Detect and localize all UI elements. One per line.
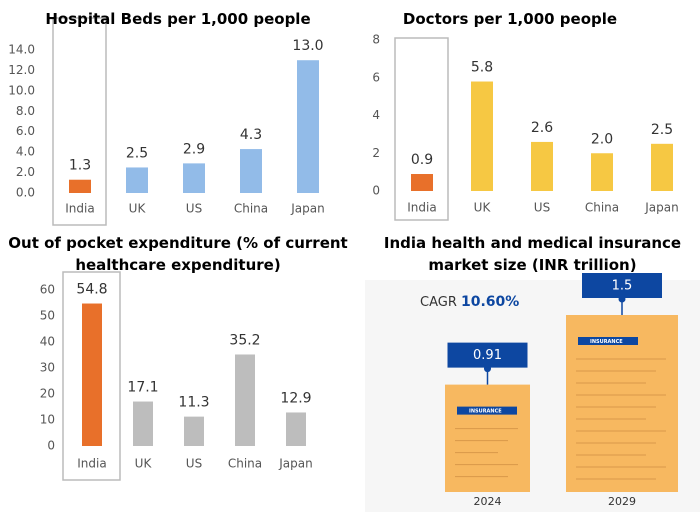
doc-tag	[457, 406, 517, 415]
x-tick-label: Japan	[278, 457, 312, 471]
x-tick-label: Japan	[644, 201, 678, 215]
y-tick-label: 10.0	[8, 83, 35, 97]
chart-title: Out of pocket expenditure (% of current …	[8, 234, 348, 274]
bar	[651, 143, 673, 191]
chart-title: India health and medical insurance marke…	[383, 234, 682, 274]
callout-box	[447, 342, 528, 368]
value-label: 4.3	[240, 127, 262, 143]
y-tick-label: 8.0	[16, 104, 35, 118]
value-label: 35.2	[229, 332, 260, 348]
x-tick-label: India	[407, 201, 436, 215]
bar	[240, 149, 262, 193]
value-label: 2.5	[651, 122, 673, 138]
bar	[235, 354, 255, 446]
highlight-box	[394, 37, 449, 221]
bar	[531, 141, 553, 191]
value-label: 11.3	[178, 395, 209, 411]
value-label: 5.8	[471, 60, 493, 76]
chart-title: Doctors per 1,000 people	[402, 10, 618, 28]
y-tick-label: 4.0	[16, 145, 35, 159]
y-tick-label: 8	[372, 33, 380, 47]
value-label: 0.91	[473, 348, 502, 363]
annotation-text: CAGR	[420, 295, 457, 310]
value-label: 12.9	[280, 390, 311, 406]
doc-label: INSURANCE	[469, 409, 502, 415]
x-tick-label: US	[534, 201, 550, 215]
bar	[591, 153, 613, 191]
x-tick-label: 2029	[608, 495, 636, 508]
bar	[286, 412, 306, 446]
value-label: 2.5	[126, 145, 148, 161]
value-label: 1.3	[69, 158, 91, 174]
bar	[411, 174, 433, 191]
y-tick-label: 0	[47, 439, 55, 453]
y-tick-label: 40	[40, 335, 55, 349]
x-tick-label: UK	[129, 202, 147, 216]
y-tick-label: 30	[40, 361, 55, 375]
annotation: CAGR 10.60%	[420, 294, 519, 310]
value-label: 17.1	[127, 380, 158, 396]
value-label: 54.8	[76, 282, 107, 298]
bar	[133, 401, 153, 446]
y-tick-label: 0	[372, 184, 380, 198]
y-tick-label: 2	[372, 146, 380, 160]
x-tick-label: 2024	[474, 495, 502, 508]
y-tick-label: 0.0	[16, 186, 35, 200]
bar	[82, 303, 102, 446]
annotation-value: 10.60%	[461, 294, 519, 310]
y-tick-label: 6	[372, 70, 380, 84]
value-label: 13.0	[292, 38, 323, 54]
callout-box	[582, 273, 662, 298]
doc-tag	[578, 337, 638, 345]
value-label: 0.9	[411, 152, 433, 168]
chart-title: Hospital Beds per 1,000 people	[45, 10, 311, 28]
doc-label: INSURANCE	[590, 339, 623, 345]
x-tick-label: US	[186, 457, 202, 471]
x-tick-label: China	[228, 457, 262, 471]
bar	[183, 163, 205, 193]
x-tick-label: India	[65, 202, 94, 216]
x-tick-label: UK	[135, 457, 153, 471]
x-tick-label: China	[234, 202, 268, 216]
x-tick-label: UK	[474, 201, 492, 215]
x-tick-label: US	[186, 202, 202, 216]
y-tick-label: 50	[40, 309, 55, 323]
bar	[297, 60, 319, 193]
y-tick-label: 2.0	[16, 165, 35, 179]
highlight-box	[52, 17, 107, 226]
bar	[471, 81, 493, 191]
bar	[69, 179, 91, 193]
x-tick-label: Japan	[290, 202, 324, 216]
y-tick-label: 20	[40, 387, 55, 401]
value-label: 1.5	[612, 279, 633, 294]
value-label: 2.6	[531, 120, 553, 136]
y-tick-label: 14.0	[8, 43, 35, 57]
bar	[126, 167, 148, 193]
x-tick-label: China	[585, 201, 619, 215]
y-tick-label: 12.0	[8, 63, 35, 77]
bar	[445, 384, 530, 492]
x-tick-label: India	[77, 457, 106, 471]
bar	[184, 416, 204, 446]
value-label: 2.0	[591, 131, 613, 147]
value-label: 2.9	[183, 141, 205, 157]
y-tick-label: 60	[40, 283, 55, 297]
y-tick-label: 4	[372, 108, 380, 122]
y-tick-label: 10	[40, 413, 55, 427]
y-tick-label: 6.0	[16, 124, 35, 138]
